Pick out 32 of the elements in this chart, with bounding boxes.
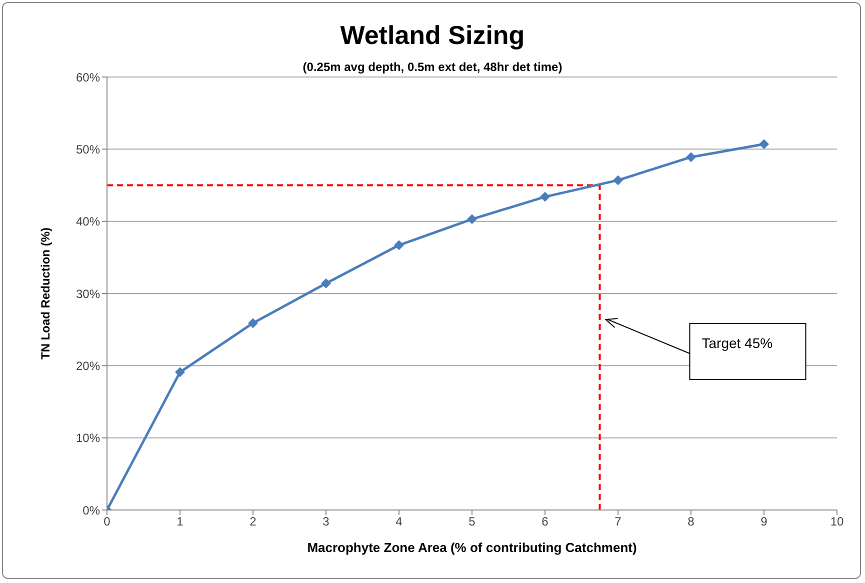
y-tick-label: 20% [76,358,100,373]
chart-subtitle: (0.25m avg depth, 0.5m ext det, 48hr det time) [302,60,562,74]
annotation: Target 45% [702,335,773,352]
chart-title: Wetland Sizing [339,20,526,51]
y-tick-label: 30% [76,286,100,301]
y-axis-title: TN Load Reduction (%) [38,228,52,360]
x-tick-label: 2 [250,514,257,529]
x-tick-label: 3 [322,514,330,529]
x-axis-title: Macrophyte Zone Area (% of contributing Catchment) [307,540,637,555]
point [540,192,550,202]
y-tick-label: 10% [76,431,100,446]
x-tick-label: 0 [104,514,111,529]
point [613,175,623,186]
x-tick-label: 7 [614,514,622,529]
point [394,240,404,250]
x-tick-label: 8 [688,514,695,529]
y-tick-label: 50% [76,142,100,156]
point [686,152,696,162]
x-tick-label: 1 [176,514,184,529]
y-tick-label: 0% [82,503,100,518]
x-tick-label: 10 [830,514,844,529]
x-tick-label: 5 [468,514,476,529]
point [321,278,331,288]
x-tick-label: 9 [760,514,768,529]
point [175,367,185,378]
point [467,214,477,224]
y-tick-label: 40% [76,214,100,229]
x-tick-label: 6 [542,514,549,529]
point [248,318,258,328]
y-tick-label: 60% [76,70,100,84]
x-tick-label: 4 [396,514,403,529]
point [759,139,769,150]
